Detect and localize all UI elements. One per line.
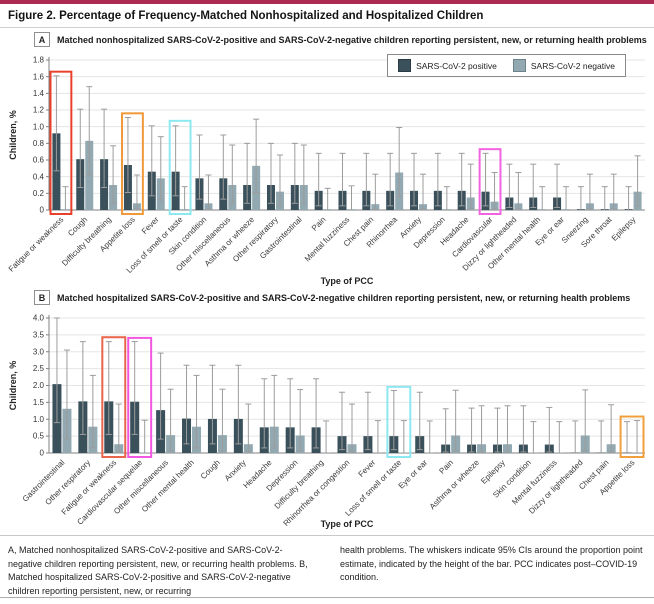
svg-text:0.6: 0.6 <box>33 156 45 165</box>
positive-swatch-icon <box>398 59 411 72</box>
panel-b-header: B Matched hospitalized SARS-CoV-2-positi… <box>34 290 654 305</box>
figure-title: Figure 2. Percentage of Frequency-Matche… <box>0 4 654 27</box>
svg-text:0: 0 <box>40 206 45 215</box>
panel-a-heading: Matched nonhospitalized SARS-CoV-2-posit… <box>57 35 647 45</box>
svg-text:Anxiety: Anxiety <box>223 458 248 483</box>
svg-text:Gastrointestinal: Gastrointestinal <box>258 215 304 261</box>
svg-text:0: 0 <box>40 449 45 458</box>
svg-text:Pain: Pain <box>310 215 328 233</box>
svg-text:Epilepsy: Epilepsy <box>610 215 638 243</box>
svg-text:Children, %: Children, % <box>8 110 18 160</box>
legend-label-positive: SARS-CoV-2 positive <box>416 61 497 71</box>
svg-text:0.4: 0.4 <box>33 172 45 181</box>
panel-b-letter: B <box>34 290 50 305</box>
svg-text:Other respiratory: Other respiratory <box>43 458 92 507</box>
svg-text:Type of PCC: Type of PCC <box>321 276 374 286</box>
legend-item-negative: SARS-CoV-2 negative <box>513 59 615 72</box>
legend-label-negative: SARS-CoV-2 negative <box>531 61 615 71</box>
svg-text:4.0: 4.0 <box>33 314 45 323</box>
svg-text:1.8: 1.8 <box>33 56 45 65</box>
svg-text:1.4: 1.4 <box>33 89 45 98</box>
svg-text:Mental fuzziness: Mental fuzziness <box>510 458 559 507</box>
panel-a-bar-chart: 0 0.2 0.4 0.6 0.8 1.0 1.2 1.4 1.6 1.8 Children, % F… <box>3 48 651 287</box>
svg-text:Fever: Fever <box>357 458 378 479</box>
svg-text:Asthma or wheeze: Asthma or wheeze <box>428 458 482 512</box>
panel-a-letter: A <box>34 32 50 47</box>
panel-a-header: A Matched nonhospitalized SARS-CoV-2-pos… <box>34 32 654 47</box>
chart-legend: SARS-CoV-2 positive SARS-CoV-2 negative <box>387 54 626 77</box>
svg-text:Fatigue or weakness: Fatigue or weakness <box>7 215 66 274</box>
svg-text:0.5: 0.5 <box>33 432 45 441</box>
caption-right-column: health problems. The whiskers indicate 9… <box>340 544 646 598</box>
svg-text:1.0: 1.0 <box>33 415 45 424</box>
svg-text:Fever: Fever <box>140 215 161 236</box>
svg-text:3.5: 3.5 <box>33 330 45 339</box>
svg-text:Cough: Cough <box>199 458 222 481</box>
svg-text:2.5: 2.5 <box>33 364 45 373</box>
caption-left-column: A, Matched nonhospitalized SARS-CoV-2-po… <box>8 544 314 598</box>
svg-text:1.6: 1.6 <box>33 72 45 81</box>
bottom-rule <box>0 597 654 598</box>
title-divider <box>0 27 654 28</box>
svg-text:Pain: Pain <box>437 458 455 476</box>
panel-b-heading: Matched hospitalized SARS-CoV-2-positive… <box>57 293 630 303</box>
svg-text:1.0: 1.0 <box>33 122 45 131</box>
svg-text:Eye or ear: Eye or ear <box>397 458 430 491</box>
legend-item-positive: SARS-CoV-2 positive <box>398 59 497 72</box>
figure-caption: A, Matched nonhospitalized SARS-CoV-2-po… <box>0 535 654 604</box>
svg-text:1.5: 1.5 <box>33 398 45 407</box>
svg-text:Children, %: Children, % <box>8 361 18 411</box>
svg-text:0.2: 0.2 <box>33 189 45 198</box>
svg-text:Type of PCC: Type of PCC <box>321 519 374 529</box>
svg-text:0.8: 0.8 <box>33 139 45 148</box>
svg-text:2.0: 2.0 <box>33 381 45 390</box>
svg-text:3.0: 3.0 <box>33 347 45 356</box>
panel-a-chart: 0 0.2 0.4 0.6 0.8 1.0 1.2 1.4 1.6 1.8 Children, % F… <box>3 48 654 287</box>
svg-text:1.2: 1.2 <box>33 106 45 115</box>
negative-swatch-icon <box>513 59 526 72</box>
